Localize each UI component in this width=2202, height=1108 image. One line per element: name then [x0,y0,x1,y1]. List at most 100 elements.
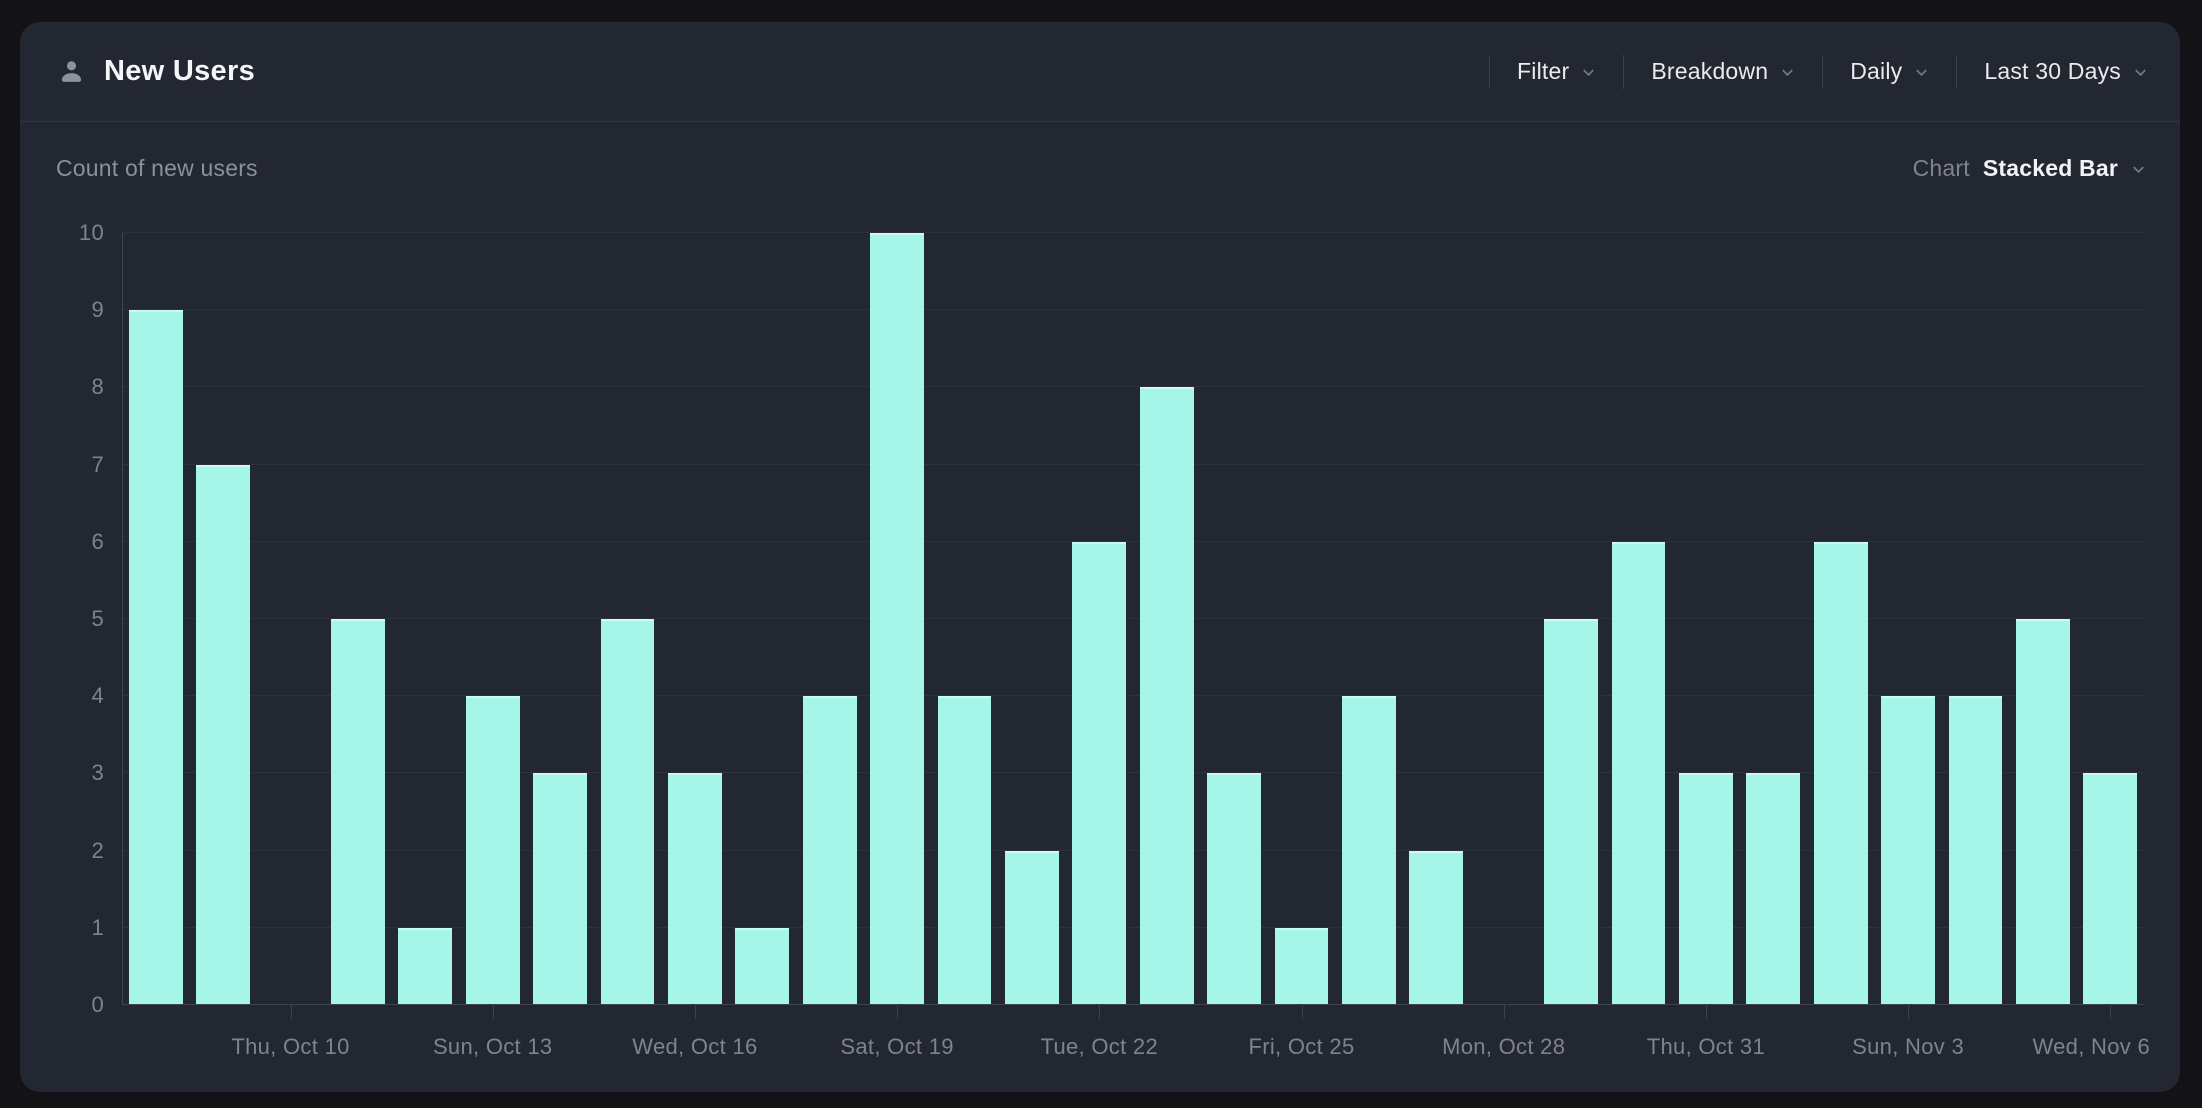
new-users-widget: New Users Filter Breakdown Daily Last 30… [20,22,2180,1092]
bar-1[interactable] [196,464,251,1005]
y-axis-tick-label: 9 [91,297,104,323]
x-axis-tick [1503,1005,1505,1019]
x-axis-tick-label: Mon, Oct 28 [1442,1034,1566,1059]
bar-4[interactable] [398,927,453,1005]
widget-header: New Users Filter Breakdown Daily Last 30… [20,22,2180,122]
y-axis-line [122,233,123,1005]
x-axis-tick [694,1005,696,1019]
bar-21[interactable] [1544,619,1599,1005]
chart-type-dropdown-prefix: Chart [1912,154,1970,181]
bar-12[interactable] [937,696,992,1005]
divider [1489,54,1491,89]
metric-label: Count of new users [56,154,258,181]
y-axis: 0 1 2 3 4 5 6 7 8 9 10 [20,220,104,1017]
y-axis-tick-label: 8 [91,374,104,400]
x-axis-tick-label: Sun, Oct 13 [432,1034,553,1059]
bar-14[interactable] [1072,541,1127,1005]
gridline-6 [122,540,2144,542]
bar-6[interactable] [533,773,588,1005]
bar-24[interactable] [1746,773,1801,1005]
bar-11[interactable] [870,233,925,1005]
bar-chart-plot-area [122,232,2144,1019]
gridline-4 [122,695,2144,697]
bar-15[interactable] [1139,387,1194,1005]
interval-dropdown-label: Daily [1850,58,1903,84]
bar-17[interactable] [1274,927,1329,1005]
interval-dropdown[interactable]: Daily [1823,22,1956,121]
x-axis-tick [290,1005,292,1019]
bar-27[interactable] [1948,696,2003,1005]
y-axis-tick-label: 10 [78,220,104,245]
divider [1956,54,1958,89]
chart-toolbar: Count of new users Chart Stacked Bar [56,122,2146,214]
divider [1822,54,1824,89]
y-axis-tick-label: 1 [91,914,104,940]
gridline-10 [122,232,2144,233]
bar-7[interactable] [600,619,655,1005]
breakdown-dropdown[interactable]: Breakdown [1624,22,1822,121]
gridline-1 [122,926,2144,928]
bar-13[interactable] [1004,850,1059,1005]
gridline-2 [122,849,2144,851]
x-axis-tick [1099,1005,1101,1019]
bar-3[interactable] [330,619,385,1005]
x-axis: Thu, Oct 10 Sun, Oct 13 Wed, Oct 16 Sat, Oc… [122,1034,2149,1064]
y-axis-tick-label: 2 [91,837,104,863]
y-axis-tick-label: 7 [91,451,104,477]
x-axis-tick [1705,1005,1707,1019]
x-axis-tick [897,1005,899,1019]
bar-23[interactable] [1678,773,1733,1005]
bar-9[interactable] [735,927,790,1005]
bar-16[interactable] [1207,773,1262,1005]
date-range-dropdown-label: Last 30 Days [1984,58,2121,84]
x-axis-tick-label: Sun, Nov 3 [1852,1034,1965,1059]
divider [1623,54,1625,89]
gridline-5 [122,618,2144,619]
x-axis-tick [492,1005,494,1019]
bar-22[interactable] [1611,541,1666,1005]
x-axis-tick-label: Thu, Oct 31 [1646,1034,1766,1059]
chevron-down-icon [2133,166,2144,173]
x-axis-tick [2110,1005,2112,1019]
chevron-down-icon [1782,69,1793,76]
x-axis-line [122,1004,2144,1005]
bar-29[interactable] [2083,773,2138,1005]
bar-10[interactable] [802,696,857,1005]
x-axis-tick-label: Fri, Oct 25 [1248,1034,1355,1059]
bar-0[interactable] [128,310,183,1005]
x-axis-tick [1301,1005,1303,1019]
x-axis-tick-label: Thu, Oct 10 [231,1034,350,1059]
y-axis-tick-label: 4 [91,683,104,709]
user-icon [56,56,87,87]
bar-19[interactable] [1409,850,1464,1005]
date-range-dropdown[interactable]: Last 30 Days [1957,22,2150,121]
x-axis-tick-label: Wed, Oct 16 [632,1034,758,1059]
x-axis-tick [1908,1005,1910,1019]
chart-type-dropdown-value: Stacked Bar [1982,154,2118,181]
bar-28[interactable] [2015,619,2070,1005]
gridline-8 [122,386,2144,388]
chart-type-dropdown[interactable]: Chart Stacked Bar [1913,155,2146,182]
bar-8[interactable] [667,773,722,1005]
chevron-down-icon [1583,69,1594,76]
x-axis-tick-label: Tue, Oct 22 [1040,1034,1159,1059]
y-axis-tick-label: 3 [91,760,104,786]
gridline-3 [122,772,2144,774]
x-axis-tick-label: Wed, Nov 6 [2032,1034,2150,1059]
bar-25[interactable] [1813,541,1868,1005]
y-axis-tick-label: 6 [91,528,104,554]
filter-dropdown-label: Filter [1517,58,1570,84]
x-axis-tick-label: Sat, Oct 19 [840,1034,954,1059]
breakdown-dropdown-label: Breakdown [1651,58,1769,84]
gridline-9 [122,309,2144,311]
bar-26[interactable] [1881,696,1936,1005]
y-axis-tick-label: 0 [91,992,104,1017]
filter-dropdown[interactable]: Filter [1490,22,1623,121]
chevron-down-icon [1916,69,1927,76]
gridline-7 [122,463,2144,465]
y-axis-tick-label: 5 [91,606,104,631]
bar-18[interactable] [1341,696,1396,1005]
widget-title: New Users [104,55,255,87]
bar-5[interactable] [465,696,520,1005]
widget-title-group: New Users [56,55,255,88]
